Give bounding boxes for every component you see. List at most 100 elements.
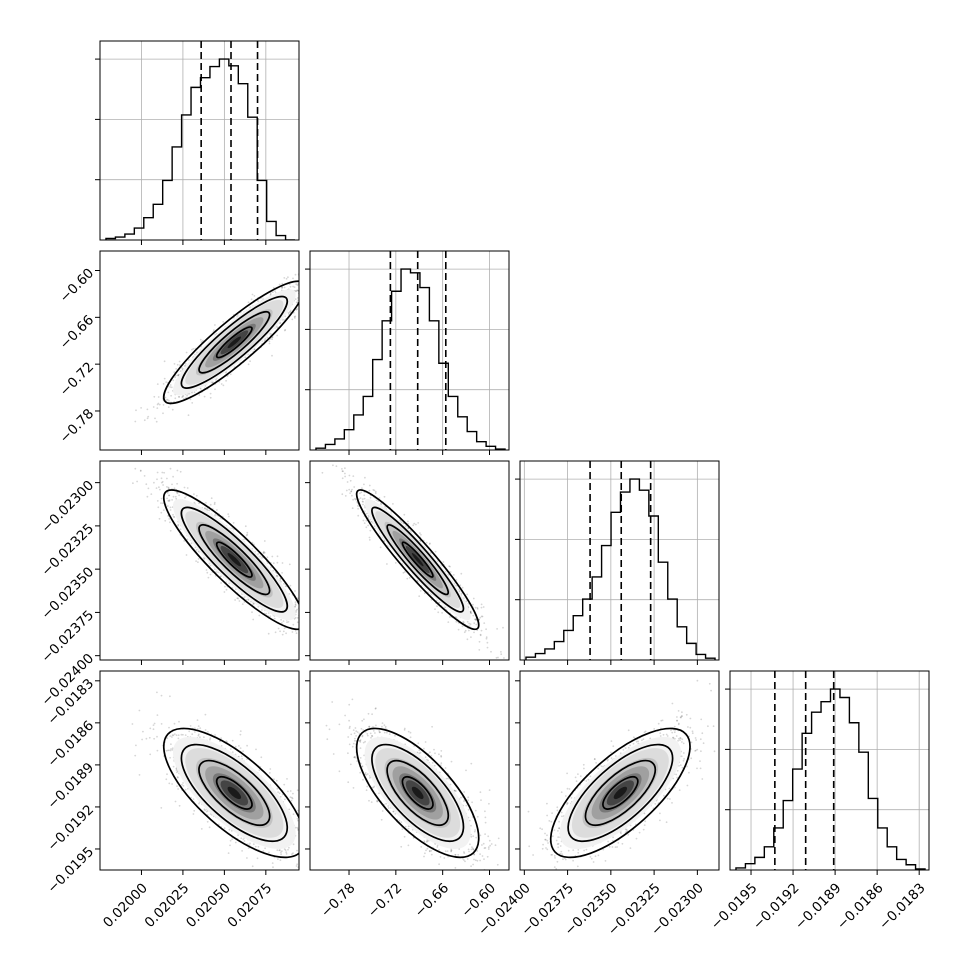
scatter-point (368, 539, 371, 541)
scatter-point (296, 849, 298, 852)
scatter-point (169, 467, 172, 470)
scatter-point (564, 795, 567, 797)
scatter-point (180, 733, 183, 736)
scatter-point (452, 871, 454, 873)
scatter-point (190, 542, 193, 545)
scatter-point (438, 601, 440, 604)
scatter-point (672, 736, 674, 739)
scatter-point (632, 736, 635, 739)
scatter-point (583, 849, 585, 852)
scatter-point (528, 845, 531, 848)
scatter-point (478, 640, 481, 643)
scatter-point (209, 564, 212, 567)
scatter-point (370, 736, 372, 739)
scatter-point (170, 748, 172, 750)
scatter-point (167, 486, 170, 489)
scatter-point (165, 381, 168, 383)
scatter-point (227, 513, 230, 515)
scatter-point (294, 603, 297, 606)
scatter-point (297, 828, 299, 830)
scatter-point (559, 852, 562, 855)
scatter-point (136, 442, 138, 444)
scatter-point (283, 277, 286, 279)
scatter-point (210, 381, 213, 384)
scatter-point (302, 597, 304, 599)
scatter-point (470, 762, 473, 765)
scatter-point (270, 566, 272, 569)
scatter-point (227, 852, 230, 854)
scatter-content (131, 691, 299, 869)
scatter-point (368, 536, 371, 539)
scatter-point (166, 505, 169, 507)
scatter-point (479, 616, 482, 619)
scatter-point (274, 290, 276, 293)
scatter-point (175, 769, 178, 771)
scatter-point (206, 571, 209, 574)
scatter-point (566, 772, 568, 775)
contour-line (215, 541, 253, 578)
scatter-point (472, 849, 475, 851)
scatter-point (425, 849, 427, 852)
scatter-point (480, 629, 483, 632)
scatter-point (252, 618, 255, 621)
scatter-point (257, 845, 260, 848)
scatter-point (205, 569, 208, 571)
scatter-point (440, 762, 443, 765)
scatter-point (487, 835, 490, 838)
scatter-point (174, 495, 177, 498)
scatter-point (303, 630, 305, 632)
scatter-point (303, 611, 305, 613)
scatter-point (271, 862, 274, 864)
scatter-point (291, 318, 294, 321)
scatter-point (145, 737, 148, 740)
contour-line (180, 743, 289, 843)
scatter-point (467, 602, 470, 605)
scatter-point (156, 749, 159, 752)
scatter-point (176, 482, 179, 485)
scatter-point (306, 625, 308, 627)
scatter-point (281, 572, 283, 574)
scatter-point (168, 726, 170, 729)
scatter-point (461, 586, 464, 589)
scatter-point (556, 806, 559, 809)
scatter-point (699, 760, 701, 762)
scatter-point (204, 729, 207, 731)
scatter-point (463, 859, 465, 861)
scatter-point (286, 621, 288, 624)
scatter-point (194, 731, 196, 733)
scatter-point (700, 718, 703, 721)
scatter-point (247, 843, 249, 845)
scatter-point (281, 286, 284, 289)
scatter-point (474, 618, 477, 621)
scatter-point (272, 569, 275, 572)
scatter-point (166, 773, 168, 776)
scatter-point (362, 741, 365, 744)
scatter-point (470, 848, 473, 851)
histogram-bars (315, 268, 506, 450)
scatter-point (678, 765, 680, 767)
scatter-point (588, 875, 590, 877)
scatter-point (364, 772, 367, 774)
scatter-point (294, 605, 296, 608)
scatter-point (369, 518, 371, 521)
scatter-point (155, 487, 158, 489)
scatter-point (574, 776, 577, 779)
scatter-point (476, 850, 479, 852)
scatter-point (289, 796, 292, 799)
scatter-point (677, 710, 680, 712)
scatter-point (174, 376, 177, 379)
scatter-point (168, 494, 170, 497)
scatter-point (635, 740, 638, 743)
scatter-point (484, 833, 486, 835)
scatter-point (527, 882, 529, 884)
scatter-point (685, 713, 688, 716)
scatter-point (371, 786, 374, 789)
scatter-point (369, 529, 372, 532)
scatter-point (427, 759, 429, 762)
scatter-point (302, 584, 304, 586)
scatter-point (460, 796, 462, 799)
scatter-point (349, 492, 351, 494)
scatter-point (162, 404, 165, 406)
scatter-point (203, 736, 205, 739)
scatter-point (279, 849, 281, 852)
